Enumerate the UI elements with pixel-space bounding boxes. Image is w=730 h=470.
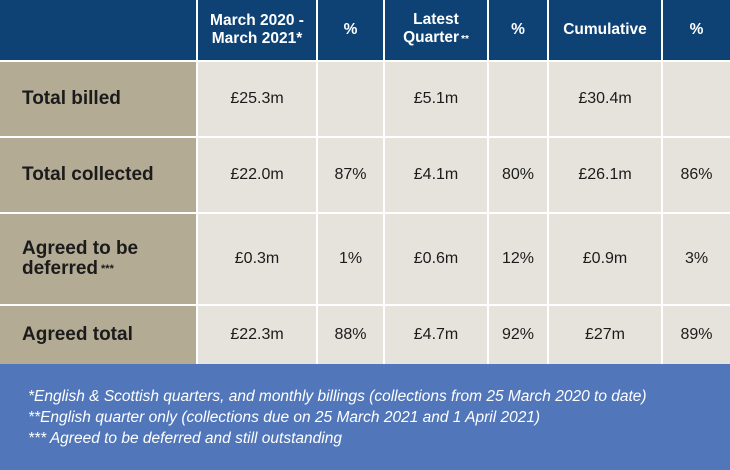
table-cell — [487, 60, 547, 136]
row-label-total-billed: Total billed — [0, 60, 196, 136]
table-cell: £4.1m — [383, 136, 487, 212]
row-label-agreed-total: Agreed total — [0, 304, 196, 364]
row-label-line1: Agreed to be — [22, 238, 139, 259]
header-col1-line1: March 2020 - — [210, 12, 304, 29]
table-cell: £22.0m — [196, 136, 316, 212]
table-cell: £25.3m — [196, 60, 316, 136]
footnotes: *English & Scottish quarters, and monthl… — [0, 364, 730, 470]
table-cell: £27m — [547, 304, 661, 364]
table-cell — [316, 60, 383, 136]
row-label-agreed-deferred: Agreed to be deferred *** — [0, 212, 196, 304]
table-cell: 89% — [661, 304, 730, 364]
table-cell: 87% — [316, 136, 383, 212]
header-col1-line2: March 2021* — [211, 30, 303, 47]
header-percent-3: % — [661, 0, 730, 60]
footnote-3: *** Agreed to be deferred and still outs… — [28, 430, 342, 447]
table-cell: £26.1m — [547, 136, 661, 212]
header-col3-line1: Latest — [413, 11, 459, 28]
header-cumulative: Cumulative — [547, 0, 661, 60]
table-cell: 80% — [487, 136, 547, 212]
header-march-2020-2021: March 2020 - March 2021* — [196, 0, 316, 60]
table-cell: 92% — [487, 304, 547, 364]
table-cell: £0.9m — [547, 212, 661, 304]
billing-table: March 2020 - March 2021* % Latest Quarte… — [0, 0, 730, 364]
table-cell: £5.1m — [383, 60, 487, 136]
table-cell — [661, 60, 730, 136]
row-label-line2: deferred — [22, 258, 99, 279]
table-cell: £22.3m — [196, 304, 316, 364]
header-percent-1: % — [316, 0, 383, 60]
table-cell: 12% — [487, 212, 547, 304]
row-label-sup: *** — [101, 263, 114, 275]
table-cell: £0.3m — [196, 212, 316, 304]
row-label-total-collected: Total collected — [0, 136, 196, 212]
header-latest-quarter: Latest Quarter ** — [383, 0, 487, 60]
table-cell: 88% — [316, 304, 383, 364]
header-col3-line2: Quarter — [403, 29, 460, 46]
table-cell: 3% — [661, 212, 730, 304]
footnote-2: **English quarter only (collections due … — [28, 409, 541, 426]
table-cell: £4.7m — [383, 304, 487, 364]
table-cell: 86% — [661, 136, 730, 212]
table-cell: £0.6m — [383, 212, 487, 304]
table-cell: £30.4m — [547, 60, 661, 136]
table-cell: 1% — [316, 212, 383, 304]
footnote-1: *English & Scottish quarters, and monthl… — [28, 388, 647, 405]
header-percent-2: % — [487, 0, 547, 60]
header-col3-sup: ** — [461, 34, 469, 45]
header-corner — [0, 0, 196, 60]
